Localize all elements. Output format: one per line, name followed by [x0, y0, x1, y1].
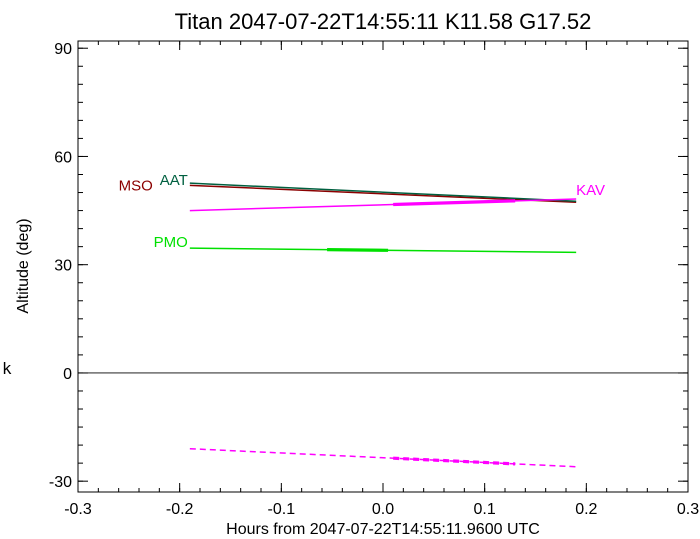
plot-frame	[77, 40, 689, 493]
series-line-mso	[189, 184, 577, 204]
series-label-pmo: PMO	[154, 234, 188, 251]
dashed-series-line-unnamed	[189, 447, 577, 468]
series-label-aat: AAT	[160, 172, 188, 189]
x-tick-labels: -0.3 -0.2 -0.1 0.0 0.1 0.2 0.3	[64, 501, 699, 518]
series-highlight-pmo	[327, 248, 389, 252]
series-label-kav: KAV	[576, 182, 605, 199]
series-highlight-kav	[393, 199, 516, 207]
series-label-mso: MSO	[119, 177, 153, 194]
y-tick-label: 30	[54, 258, 72, 275]
series-highlight-unnamed	[393, 456, 516, 466]
series-line-aat	[189, 182, 577, 202]
minor-ticks	[77, 41, 689, 492]
x-tick-label: 0.0	[372, 501, 394, 518]
x-tick-label: -0.3	[64, 501, 92, 518]
series-labels: MSO AAT KAV PMO	[119, 172, 605, 251]
chart-title: Titan 2047-07-22T14:55:11 K11.58 G17.52	[175, 9, 592, 34]
side-label: k	[2, 359, 12, 378]
series-layer	[189, 182, 577, 468]
y-tick-label: 0	[63, 366, 72, 383]
x-tick-label: -0.1	[268, 501, 296, 518]
series-line-kav	[189, 198, 577, 212]
y-tick-label: 90	[54, 41, 72, 58]
x-tick-label: 0.2	[575, 501, 597, 518]
x-tick-label: -0.2	[166, 501, 194, 518]
x-axis-label: Hours from 2047-07-22T14:55:11.9600 UTC	[226, 521, 540, 538]
y-axis-label: Altitude (deg)	[15, 218, 32, 313]
x-tick-label: 0.1	[474, 501, 496, 518]
x-tick-label: 0.3	[677, 501, 699, 518]
y-tick-label: -30	[49, 474, 72, 491]
y-tick-labels: -30 0 30 60 90	[49, 41, 72, 491]
major-ticks	[77, 41, 689, 492]
y-tick-label: 60	[54, 149, 72, 166]
